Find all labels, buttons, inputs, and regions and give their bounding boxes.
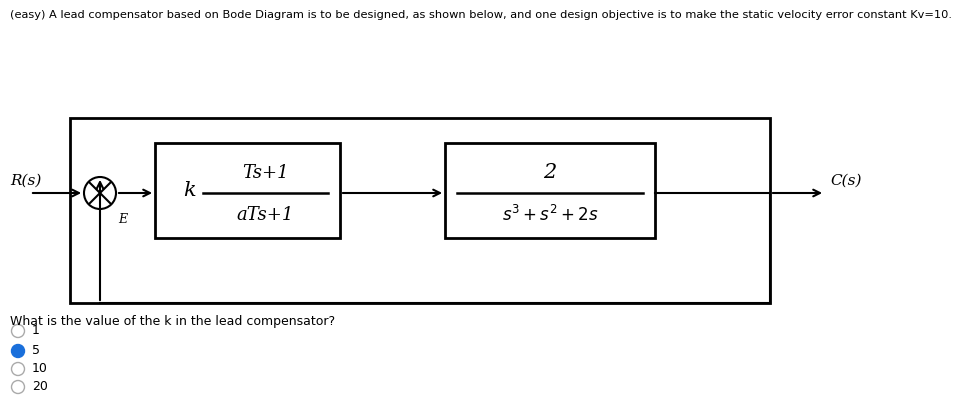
Text: R(s): R(s) <box>10 174 41 188</box>
Text: Ts+1: Ts+1 <box>242 164 289 182</box>
Text: $s^3 + s^2 + 2s$: $s^3 + s^2 + 2s$ <box>501 205 598 225</box>
Text: aTs+1: aTs+1 <box>236 206 294 224</box>
Text: 1: 1 <box>32 324 40 337</box>
Circle shape <box>11 345 25 357</box>
Circle shape <box>11 363 25 376</box>
Text: 10: 10 <box>32 363 48 376</box>
Bar <box>155 143 340 238</box>
Text: 2: 2 <box>544 164 557 183</box>
Text: 20: 20 <box>32 380 48 393</box>
Text: 5: 5 <box>32 345 40 357</box>
Circle shape <box>11 324 25 337</box>
Text: (easy) A lead compensator based on Bode Diagram is to be designed, as shown belo: (easy) A lead compensator based on Bode … <box>10 10 952 20</box>
Text: What is the value of the k in the lead compensator?: What is the value of the k in the lead c… <box>10 315 335 328</box>
Text: k: k <box>183 181 195 201</box>
Bar <box>445 143 655 238</box>
Bar <box>70 118 770 303</box>
Text: E: E <box>118 213 127 226</box>
Circle shape <box>11 380 25 393</box>
Text: C(s): C(s) <box>830 174 861 188</box>
